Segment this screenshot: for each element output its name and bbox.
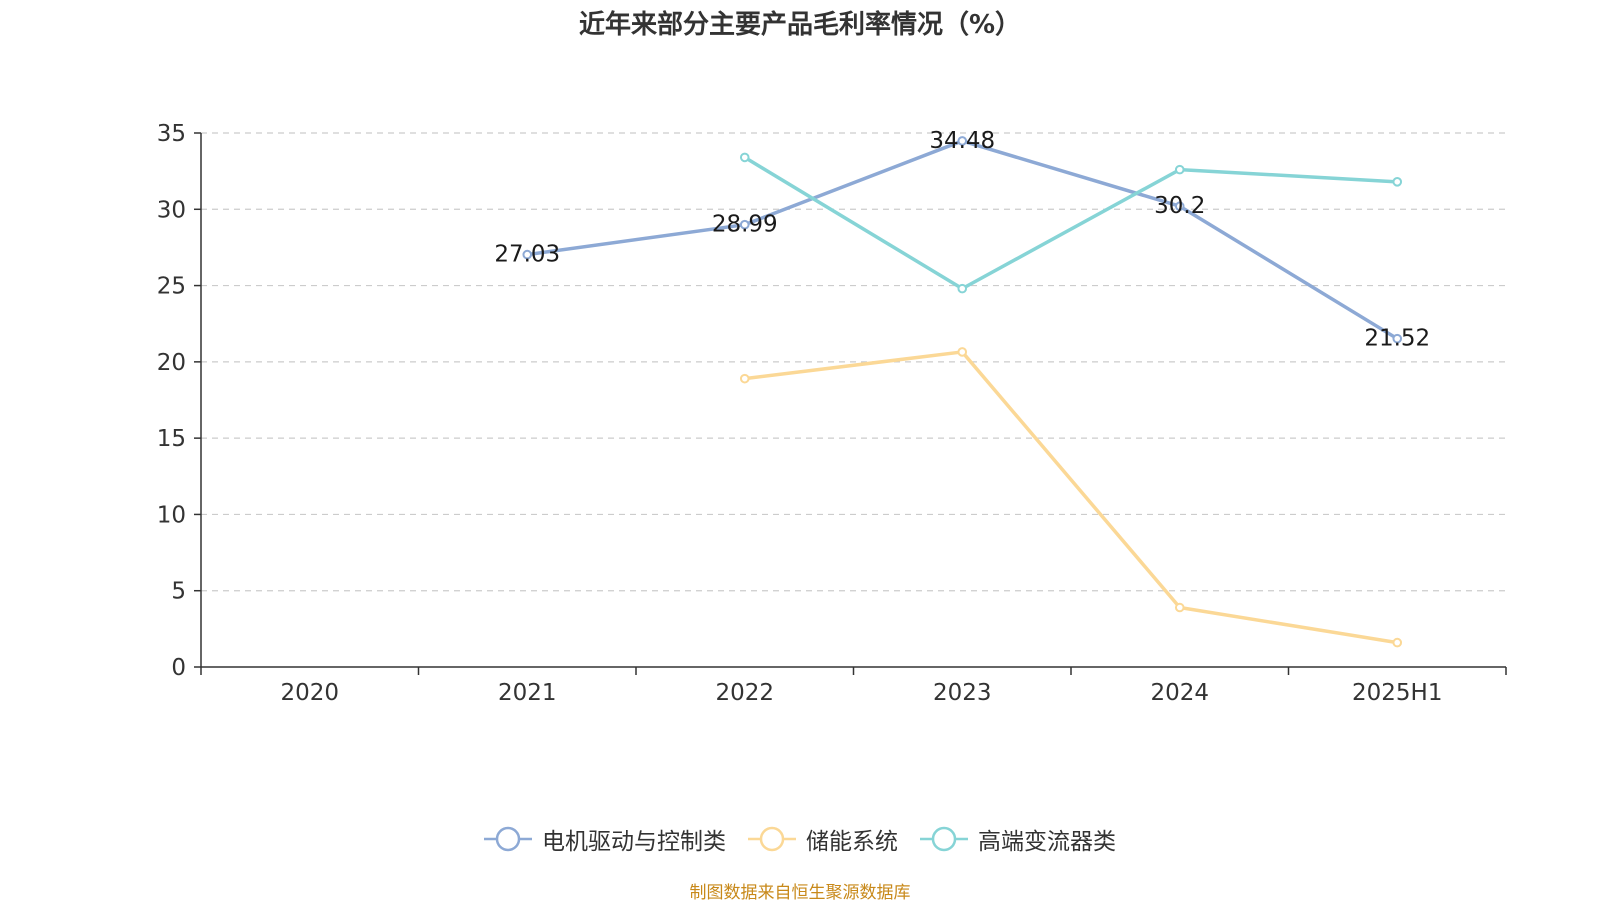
data-point[interactable] xyxy=(1174,201,1185,212)
data-label: 34.48 xyxy=(929,128,995,154)
data-label: 27.03 xyxy=(494,242,560,268)
legend-item-2[interactable]: 储能系统 xyxy=(748,822,898,856)
data-point[interactable] xyxy=(1392,637,1403,648)
y-tick-label: 15 xyxy=(157,426,186,452)
axes: 0 5 10 15 20 25 30 35 2020 2021 2022 2023 2024 2025H1 xyxy=(157,121,1507,706)
x-tick-label: 2021 xyxy=(498,680,557,706)
series-line-1 xyxy=(525,139,1399,341)
grid-lines xyxy=(201,132,1506,592)
legend-label: 储能系统 xyxy=(806,829,898,855)
series-line-2 xyxy=(743,350,1399,645)
y-tick-label: 10 xyxy=(157,502,186,528)
data-label: 21.52 xyxy=(1364,326,1430,352)
y-tick-label: 0 xyxy=(171,655,186,681)
legend-line-marker-icon xyxy=(748,826,796,852)
x-tick-label: 2024 xyxy=(1150,680,1209,706)
y-tick-label: 35 xyxy=(157,121,186,147)
legend-label: 电机驱动与控制类 xyxy=(542,829,726,855)
data-label: 30.2 xyxy=(1154,193,1205,219)
y-tick-label: 25 xyxy=(157,274,186,300)
x-tick-label: 2025H1 xyxy=(1352,680,1442,706)
data-point[interactable] xyxy=(1392,333,1403,344)
x-tick-label: 2022 xyxy=(715,680,774,706)
data-point[interactable] xyxy=(1174,164,1185,175)
legend-item-1[interactable]: 电机驱动与控制类 xyxy=(484,822,726,856)
data-point[interactable] xyxy=(957,347,968,357)
x-tick-label: 2023 xyxy=(933,680,992,706)
data-point[interactable] xyxy=(522,249,533,260)
y-tick-label: 20 xyxy=(157,350,186,376)
data-point[interactable] xyxy=(739,152,750,163)
data-point[interactable] xyxy=(1392,177,1403,187)
y-tick-label: 5 xyxy=(171,579,186,605)
series-lines xyxy=(522,136,1403,648)
source-note: 制图数据来自恒生聚源数据库 xyxy=(689,883,911,903)
series-line-3 xyxy=(743,155,1399,291)
legend-item-3[interactable]: 高端变流器类 xyxy=(920,822,1116,856)
legend-line-marker-icon xyxy=(484,826,532,852)
x-tick-label: 2020 xyxy=(280,680,339,706)
chart-title: 近年来部分主要产品毛利率情况（%） xyxy=(578,10,1022,40)
data-point[interactable] xyxy=(957,283,968,294)
data-point[interactable] xyxy=(957,136,968,146)
legend: 电机驱动与控制类 储能系统 高端变流器类 xyxy=(0,822,1600,856)
data-labels: 27.03 28.99 34.48 30.2 21.52 xyxy=(494,128,1430,352)
y-tick-label: 30 xyxy=(157,197,186,223)
data-point[interactable] xyxy=(1174,602,1185,613)
data-label: 28.99 xyxy=(712,212,778,238)
legend-line-marker-icon xyxy=(920,826,968,852)
data-point[interactable] xyxy=(739,373,750,384)
legend-label: 高端变流器类 xyxy=(978,829,1116,855)
data-point[interactable] xyxy=(739,219,750,230)
